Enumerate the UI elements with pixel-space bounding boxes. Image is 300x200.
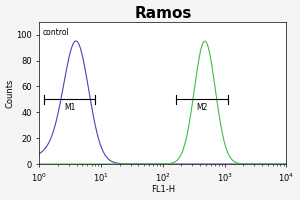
Text: M2: M2 xyxy=(196,103,208,112)
Text: control: control xyxy=(42,28,69,37)
Title: Ramos: Ramos xyxy=(134,6,191,21)
X-axis label: FL1-H: FL1-H xyxy=(151,185,175,194)
Y-axis label: Counts: Counts xyxy=(6,78,15,108)
Text: M1: M1 xyxy=(64,103,75,112)
